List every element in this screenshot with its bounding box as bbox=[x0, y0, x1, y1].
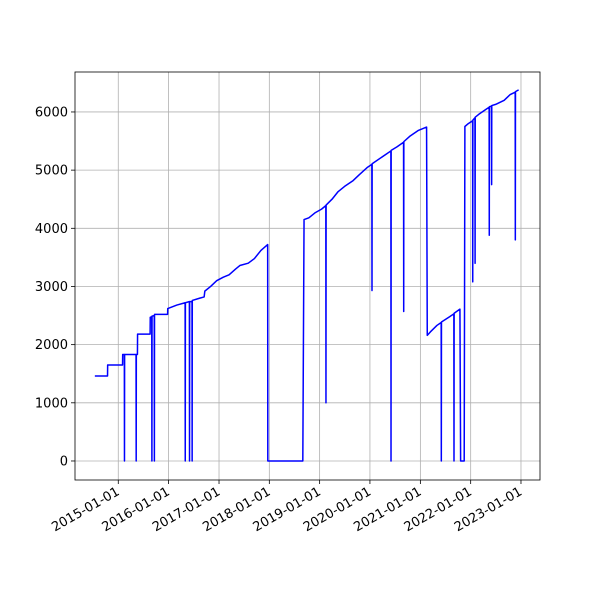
y-tick-label: 4000 bbox=[35, 222, 68, 237]
y-tick-label: 6000 bbox=[35, 105, 68, 120]
axes-frame bbox=[74, 71, 541, 481]
y-tick-label: 0 bbox=[60, 454, 68, 469]
y-tick-label: 5000 bbox=[35, 164, 68, 179]
y-tick-label: 1000 bbox=[35, 396, 68, 411]
y-tick-label: 3000 bbox=[35, 280, 68, 295]
data-line bbox=[94, 89, 520, 462]
y-tick-label: 2000 bbox=[35, 338, 68, 353]
plot bbox=[94, 89, 520, 462]
